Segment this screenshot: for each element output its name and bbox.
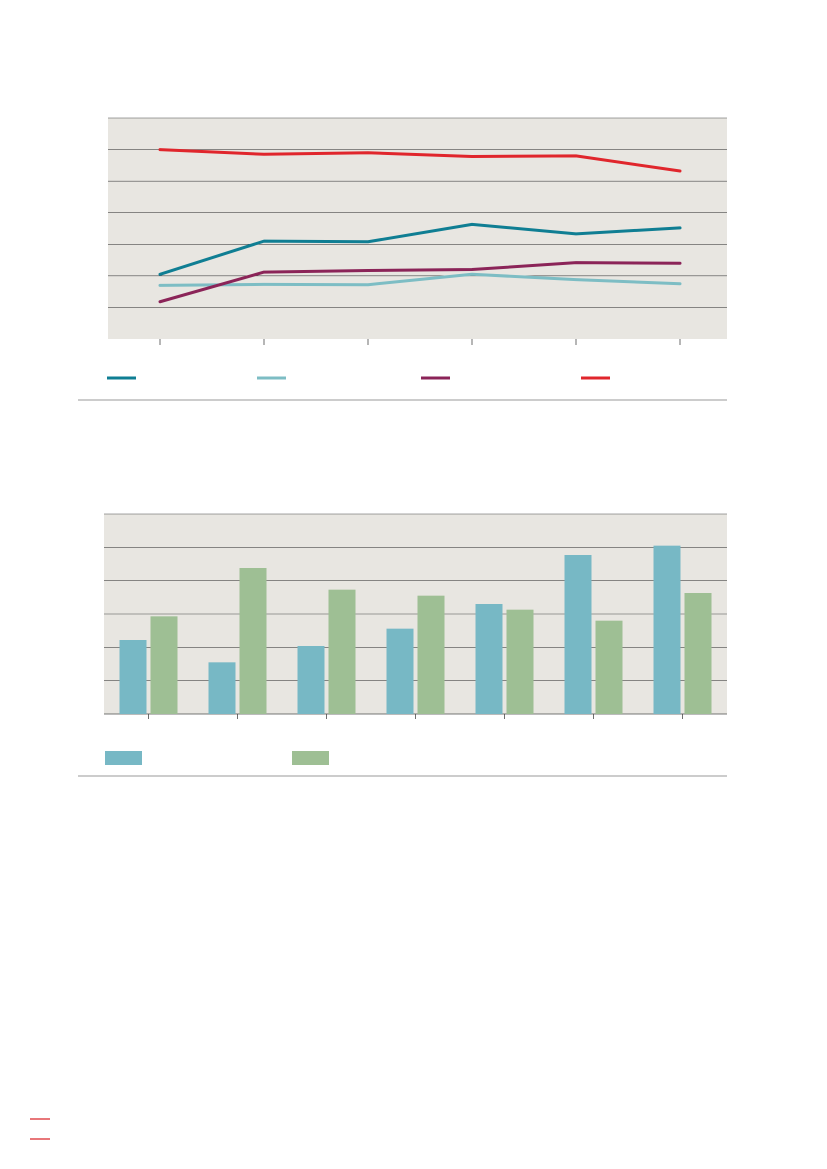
bar-series-2 (684, 593, 712, 714)
bar-series-2 (417, 595, 445, 714)
bar-chart (104, 513, 727, 765)
bar-series-1 (564, 555, 592, 714)
series-line-3 (158, 261, 682, 304)
bar-series-1 (208, 662, 236, 714)
legend-swatch-2 (292, 751, 329, 765)
bar-series-1 (653, 545, 681, 714)
page-marker (30, 1118, 50, 1140)
bar-series-1 (386, 628, 414, 714)
series-line-4 (158, 148, 682, 173)
bar-series-2 (506, 609, 534, 714)
series-line-2 (158, 272, 682, 287)
bar-series-1 (297, 646, 325, 714)
series-line-1 (158, 222, 682, 276)
line-chart (107, 117, 727, 380)
legend-swatch-1 (105, 751, 142, 765)
bar-series-1 (119, 640, 147, 714)
bar-series-2 (150, 616, 178, 714)
bar-series-2 (328, 589, 356, 714)
bar-series-2 (239, 568, 267, 714)
bar-series-1 (475, 604, 503, 714)
bar-series-2 (595, 620, 623, 714)
